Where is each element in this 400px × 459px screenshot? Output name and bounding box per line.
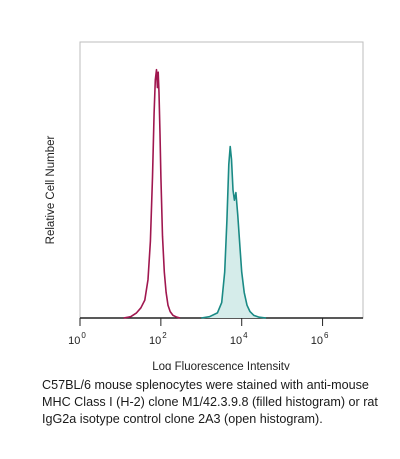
x-tick-exponent-1: 2 bbox=[162, 331, 167, 340]
x-axis-label: Log Fluorescence Intensity bbox=[152, 361, 290, 370]
x-tick-label-1: 102 bbox=[149, 331, 167, 347]
x-tick-exponent-0: 0 bbox=[81, 331, 86, 340]
histogram-figure: 100 102 104 106 Log Fluorescence Intensity … bbox=[45, 41, 364, 370]
x-tick-label-3: 106 bbox=[311, 331, 329, 347]
x-tick-label-0: 100 bbox=[68, 331, 86, 347]
plot-frame bbox=[79, 41, 364, 319]
x-axis-ticks bbox=[79, 318, 324, 326]
open-histogram-line bbox=[123, 68, 181, 319]
x-tick-exponent-2: 4 bbox=[243, 331, 248, 340]
x-tick-exponent-3: 6 bbox=[324, 331, 329, 340]
histogram-fill-1 bbox=[201, 146, 267, 318]
x-tick-labels: 100 102 104 106 bbox=[68, 331, 329, 347]
filled-histogram-line bbox=[201, 145, 267, 319]
histogram-series bbox=[123, 68, 267, 319]
figure-caption: C57BL/6 mouse splenocytes were stained w… bbox=[42, 378, 378, 426]
x-tick-label-2: 104 bbox=[230, 331, 248, 347]
y-axis-label: Relative Cell Number bbox=[45, 136, 57, 245]
